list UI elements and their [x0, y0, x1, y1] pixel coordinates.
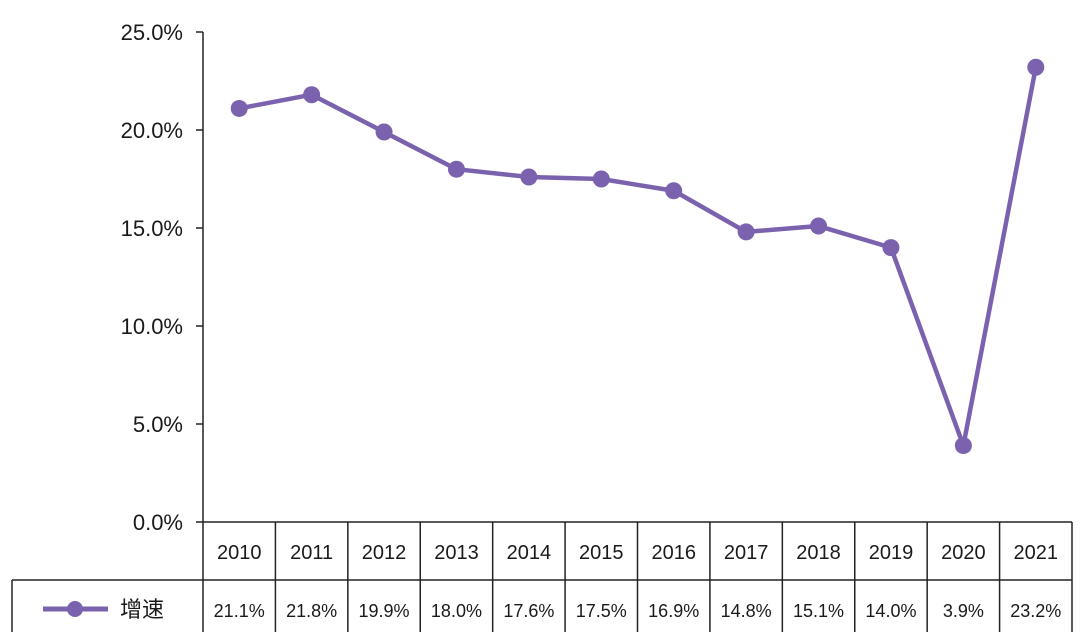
x-tick-label: 2010 — [217, 542, 262, 564]
x-tick-label: 2013 — [434, 542, 479, 564]
data-point — [592, 170, 610, 188]
data-label: 23.2% — [1010, 601, 1061, 621]
data-label: 17.5% — [576, 601, 627, 621]
y-tick-label: 10.0% — [121, 314, 183, 339]
series-line — [230, 58, 1045, 455]
data-label: 17.6% — [503, 601, 554, 621]
data-point — [303, 86, 321, 104]
x-tick-label: 2014 — [507, 542, 552, 564]
y-tick-label: 0.0% — [133, 510, 183, 535]
data-point — [954, 437, 972, 455]
data-label: 18.0% — [431, 601, 482, 621]
data-label: 3.9% — [943, 601, 984, 621]
x-tick-label: 2017 — [724, 542, 769, 564]
data-table: 2010 2011 2012 2013 2014 2015 2016 2017 2018 2019… — [11, 521, 1073, 632]
legend-marker-icon — [67, 601, 83, 617]
data-point — [665, 182, 683, 200]
x-tick-label: 2015 — [579, 542, 624, 564]
x-tick-label: 2016 — [651, 542, 696, 564]
data-point — [520, 168, 538, 186]
series-polyline — [236, 65, 1039, 448]
data-label: 19.9% — [359, 601, 410, 621]
y-axis-ticks: 0.0% 5.0% 10.0% 15.0% 20.0% 25.0% — [121, 20, 203, 535]
data-label: 14.8% — [721, 601, 772, 621]
data-label: 21.1% — [214, 601, 265, 621]
data-point — [810, 217, 828, 235]
y-tick-label: 20.0% — [121, 118, 183, 143]
data-point — [737, 223, 755, 241]
x-tick-label: 2019 — [869, 542, 914, 564]
y-tick-label: 5.0% — [133, 412, 183, 437]
data-point — [375, 123, 393, 141]
data-point — [1027, 58, 1045, 76]
data-label: 21.8% — [286, 601, 337, 621]
x-tick-label: 2011 — [290, 542, 333, 564]
data-point — [230, 99, 248, 117]
data-point — [882, 239, 900, 257]
x-tick-label: 2020 — [941, 542, 986, 564]
y-tick-label: 15.0% — [121, 216, 183, 241]
x-tick-label: 2021 — [1014, 542, 1059, 564]
data-label: 15.1% — [793, 601, 844, 621]
data-label: 16.9% — [648, 601, 699, 621]
legend-label: 增速 — [120, 598, 164, 623]
x-tick-label: 2012 — [362, 542, 407, 564]
y-tick-label: 25.0% — [121, 20, 183, 45]
data-point — [447, 160, 465, 178]
x-tick-label: 2018 — [796, 542, 841, 564]
data-label: 14.0% — [865, 601, 916, 621]
